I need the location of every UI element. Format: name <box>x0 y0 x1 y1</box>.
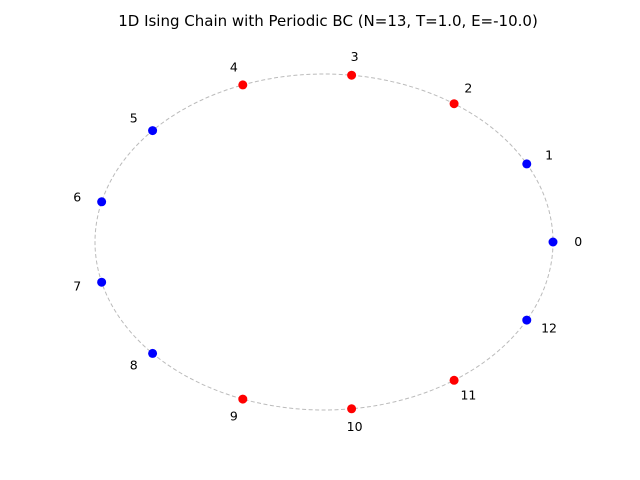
spin-node-8 <box>148 348 158 358</box>
node-label-12: 12 <box>541 321 557 336</box>
spin-node-1 <box>522 159 532 169</box>
node-label-3: 3 <box>351 49 359 64</box>
node-label-1: 1 <box>545 147 553 162</box>
node-label-2: 2 <box>464 81 472 96</box>
spin-node-6 <box>97 197 107 207</box>
node-label-11: 11 <box>460 387 476 402</box>
node-label-10: 10 <box>347 419 363 434</box>
spin-node-3 <box>347 70 357 80</box>
spin-node-10 <box>347 404 357 414</box>
spin-node-11 <box>449 375 459 385</box>
spin-nodes <box>97 70 558 414</box>
spin-node-9 <box>238 394 248 404</box>
spin-node-5 <box>148 126 158 136</box>
spin-node-4 <box>238 80 248 90</box>
node-label-6: 6 <box>73 189 81 204</box>
node-label-4: 4 <box>230 60 238 75</box>
node-label-5: 5 <box>130 110 138 125</box>
spin-node-12 <box>522 315 532 325</box>
spin-node-2 <box>449 99 459 109</box>
spin-node-7 <box>97 277 107 287</box>
chart-title: 1D Ising Chain with Periodic BC (N=13, T… <box>118 12 538 30</box>
node-label-8: 8 <box>130 358 138 373</box>
node-label-0: 0 <box>574 234 582 249</box>
node-label-7: 7 <box>73 279 81 294</box>
node-label-9: 9 <box>230 408 238 423</box>
spin-node-0 <box>548 237 558 247</box>
